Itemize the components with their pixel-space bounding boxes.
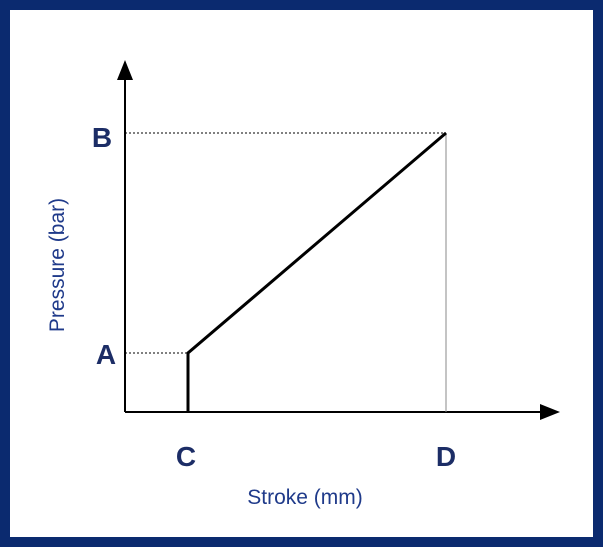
x-axis-title: Stroke (mm) [247, 486, 363, 509]
y-axis-title: Pressure (bar) [46, 198, 69, 332]
label-c: C [176, 441, 196, 472]
label-a: A [96, 339, 116, 370]
curve [186, 131, 447, 412]
label-d: D [436, 441, 456, 472]
label-b: B [92, 122, 112, 153]
